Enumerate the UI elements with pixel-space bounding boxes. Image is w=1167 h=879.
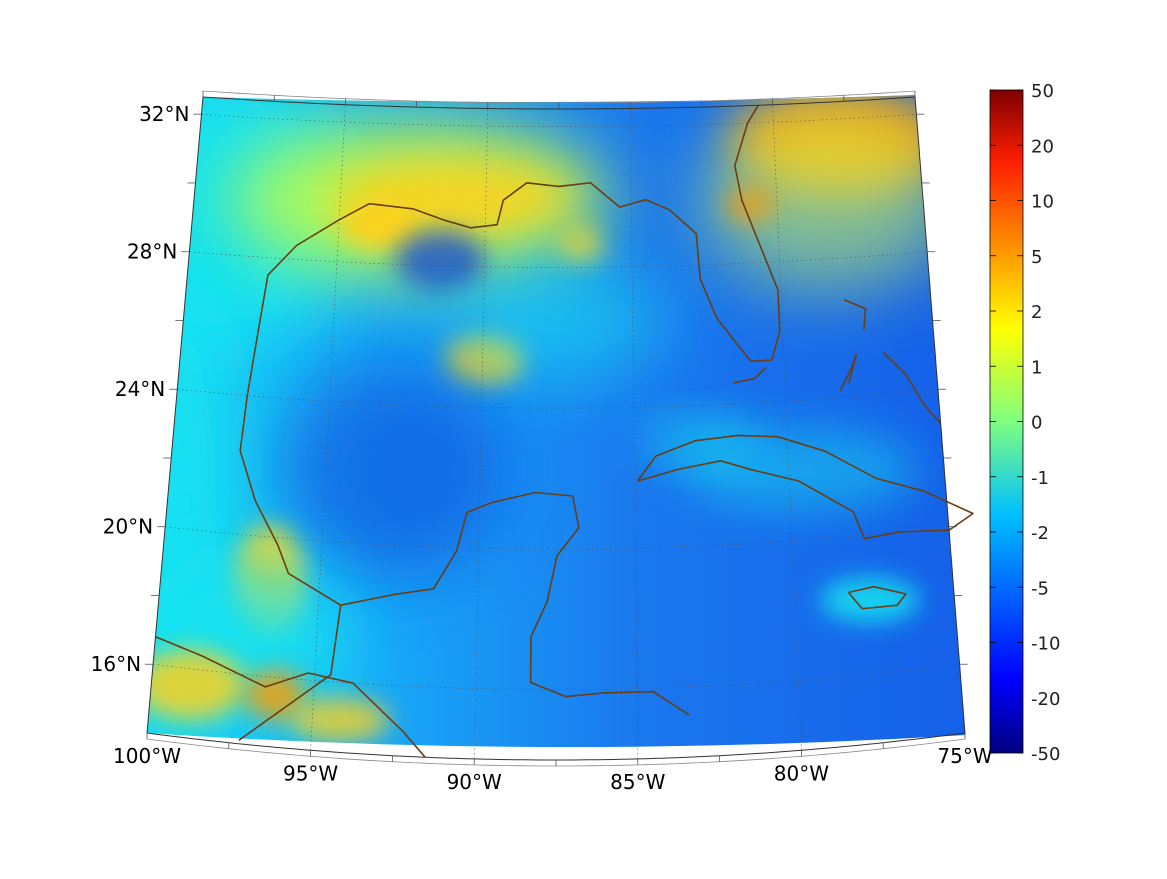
anomaly-central-cyan bbox=[450, 260, 670, 380]
lat-label: 24°N bbox=[115, 377, 165, 401]
coastline-bahamas-abaco bbox=[843, 299, 867, 330]
coastline-jamaica bbox=[847, 585, 907, 610]
meridian bbox=[473, 108, 489, 759]
graticule bbox=[153, 104, 960, 759]
anomaly-jamaica bbox=[820, 578, 920, 622]
coastline-gulf-mexico bbox=[238, 104, 781, 741]
anomaly-central-1 bbox=[558, 227, 602, 263]
lon-label: 100°W bbox=[113, 744, 181, 768]
anomaly-cold-sw bbox=[280, 360, 500, 580]
coastlines bbox=[155, 104, 974, 758]
colorbar-label: -1 bbox=[1031, 468, 1049, 489]
lon-label: 90°W bbox=[447, 770, 502, 794]
anomaly-southwest-2 bbox=[245, 670, 305, 720]
coastline-keys bbox=[733, 366, 767, 384]
field-anomalies bbox=[147, 95, 960, 748]
data-field bbox=[147, 95, 965, 748]
parallel bbox=[189, 251, 928, 268]
latitude-labels: 32°N 28°N 24°N 20°N 16°N bbox=[91, 102, 190, 676]
coastline-yucatan bbox=[340, 491, 690, 716]
anomaly-cold-cell bbox=[395, 230, 485, 290]
meridian bbox=[629, 108, 639, 759]
lat-label: 28°N bbox=[127, 240, 177, 264]
colorbar-label: 1 bbox=[1031, 357, 1042, 378]
frame-outline bbox=[146, 96, 966, 761]
coastline-cuba bbox=[636, 434, 974, 540]
colorbar-label: 0 bbox=[1031, 413, 1042, 434]
coastline-bahamas-chain bbox=[882, 351, 942, 425]
colorbar-label: 5 bbox=[1031, 247, 1042, 268]
colorbar-label: -50 bbox=[1031, 744, 1060, 765]
lat-label: 16°N bbox=[91, 652, 141, 676]
colorbar-label: -10 bbox=[1031, 634, 1060, 655]
coastline-bahamas-andros bbox=[839, 353, 858, 392]
anomaly-georgia bbox=[725, 187, 775, 223]
lon-label: 95°W bbox=[283, 761, 338, 785]
colorbar-label: 2 bbox=[1031, 302, 1042, 323]
colorbar-label: 10 bbox=[1031, 192, 1054, 213]
anomaly-atlantic-green bbox=[700, 110, 960, 290]
longitude-labels: 100°W 95°W 90°W 85°W 80°W 75°W bbox=[113, 744, 993, 794]
lon-label: 80°W bbox=[774, 761, 829, 785]
anomaly-louisiana bbox=[340, 203, 420, 247]
anomaly-southwest-3 bbox=[290, 698, 390, 742]
colorbar-label: -5 bbox=[1031, 578, 1049, 599]
colorbar-label: -2 bbox=[1031, 523, 1049, 544]
parallel bbox=[153, 663, 960, 690]
lon-label: 85°W bbox=[610, 770, 665, 794]
map-frame bbox=[145, 90, 968, 767]
anomaly-west bbox=[147, 95, 355, 350]
colorbar-label: 50 bbox=[1031, 81, 1054, 102]
colorbar-label: 20 bbox=[1031, 136, 1054, 157]
lat-label: 32°N bbox=[139, 102, 189, 126]
parallel bbox=[177, 388, 939, 409]
coastline-pacific bbox=[155, 635, 426, 758]
anomaly-southwest-1 bbox=[147, 650, 245, 720]
parallel bbox=[165, 526, 949, 550]
lon-label: 75°W bbox=[937, 744, 992, 768]
colorbar-label: -20 bbox=[1031, 689, 1060, 710]
lat-label: 20°N bbox=[103, 515, 153, 539]
